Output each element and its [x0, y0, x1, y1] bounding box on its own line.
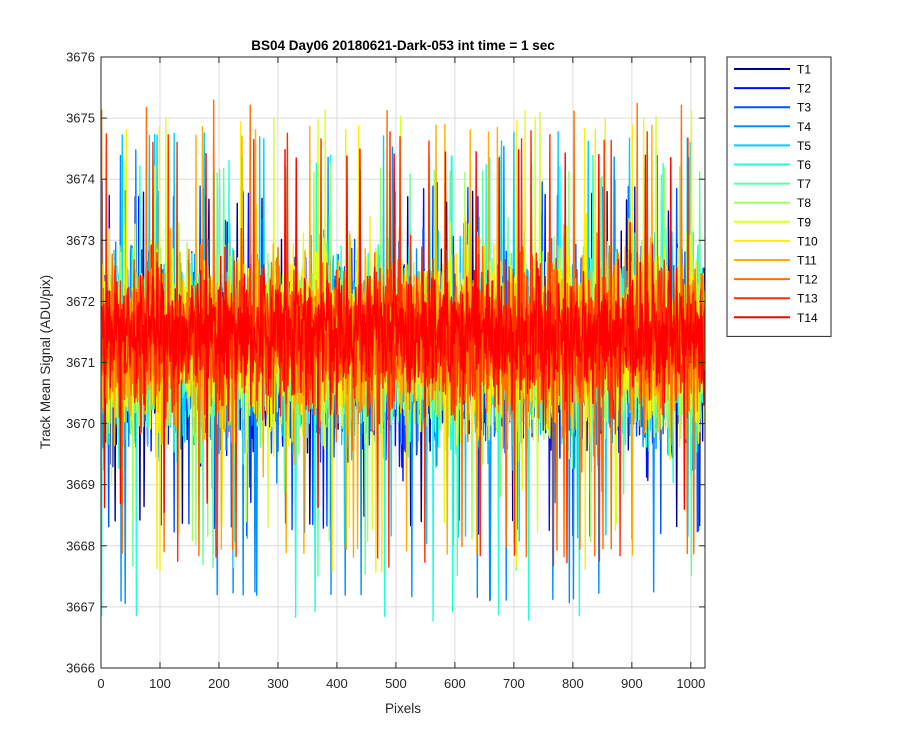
y-tick-label: 3673: [66, 233, 95, 248]
y-tick-label: 3675: [66, 111, 95, 126]
y-tick-label: 3667: [66, 599, 95, 614]
series-lines: [101, 99, 705, 622]
y-tick-label: 3668: [66, 538, 95, 553]
legend-label-t8: T8: [797, 196, 811, 210]
legend-box: [726, 56, 832, 337]
x-tick-label: 1000: [676, 676, 705, 691]
legend: T1 T2 T3 T4 T5 T6 T7 T8 T9 T10 T11 T12 T13 T14: [726, 56, 832, 337]
legend-label-t5: T5: [797, 139, 811, 153]
x-tick-label: 0: [97, 676, 104, 691]
x-tick-label: 400: [326, 676, 348, 691]
legend-label-t10: T10: [797, 234, 818, 248]
legend-label-t9: T9: [797, 215, 811, 229]
legend-label-t12: T12: [797, 273, 818, 287]
x-tick-label: 700: [503, 676, 525, 691]
x-tick-label: 200: [208, 676, 230, 691]
legend-label-t1: T1: [797, 63, 811, 77]
x-tick-label: 800: [562, 676, 584, 691]
y-tick-label: 3666: [66, 661, 95, 676]
legend-label-t14: T14: [797, 311, 818, 325]
chart-title: BS04 Day06 20180621-Dark-053 int time = …: [251, 38, 555, 53]
y-tick-label: 3674: [66, 172, 95, 187]
legend-label-t11: T11: [797, 254, 817, 268]
x-tick-label: 600: [444, 676, 466, 691]
x-tick-label: 500: [385, 676, 407, 691]
y-tick-label: 3670: [66, 416, 95, 431]
legend-label-t2: T2: [797, 82, 811, 96]
x-tick-label: 100: [149, 676, 171, 691]
series-line-t14: [101, 148, 705, 514]
axes: 0 100 200 300 400 500 600 700 800 900 1000 3666 3667…: [66, 50, 706, 691]
x-tick-label: 900: [621, 676, 643, 691]
legend-label-t7: T7: [797, 177, 811, 191]
y-tick-label: 3672: [66, 294, 95, 309]
x-axis-label: Pixels: [385, 701, 421, 716]
legend-label-t13: T13: [797, 292, 818, 306]
legend-label-t4: T4: [797, 120, 811, 134]
y-axis-label: Track Mean Signal (ADU/pix): [38, 275, 53, 449]
legend-label-t3: T3: [797, 101, 811, 115]
y-tick-label: 3669: [66, 477, 95, 492]
y-tick-label: 3676: [66, 50, 95, 65]
legend-label-t6: T6: [797, 158, 811, 172]
y-tick-label: 3671: [66, 355, 95, 370]
x-tick-label: 300: [267, 676, 289, 691]
